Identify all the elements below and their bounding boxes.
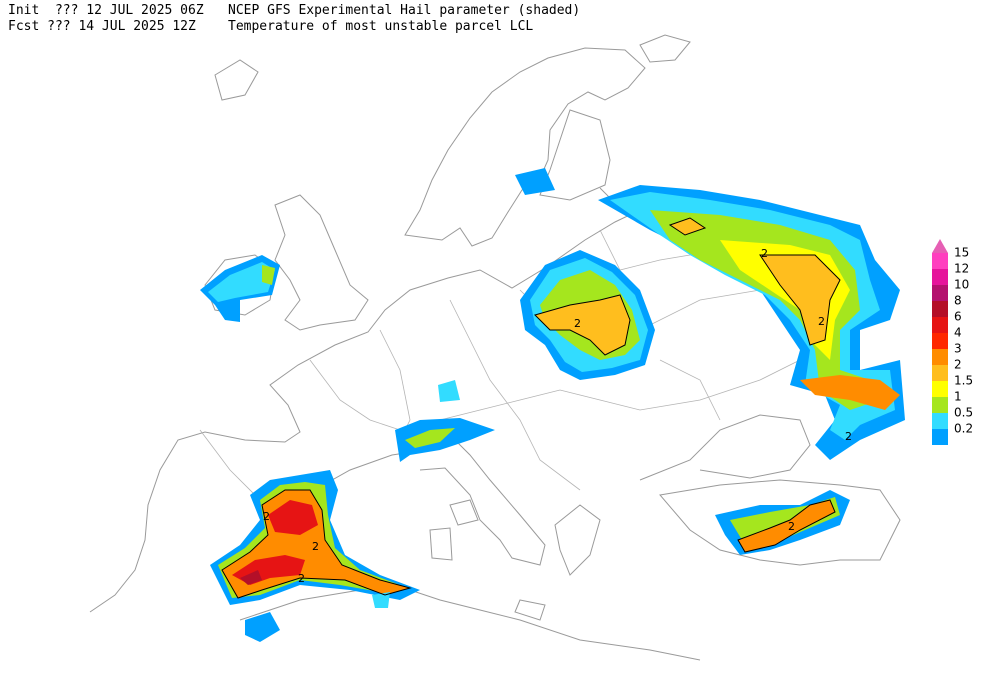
contour-label: 2 [574, 317, 581, 330]
contour-label: 2 [761, 247, 768, 260]
legend-swatch [932, 301, 948, 317]
legend-swatch [932, 317, 948, 333]
legend-swatch [932, 333, 948, 349]
legend-label: 6 [954, 310, 962, 324]
legend-label: 2 [954, 358, 962, 372]
legend-swatch [932, 269, 948, 285]
title: NCEP GFS Experimental Hail parameter (sh… [228, 3, 580, 18]
init-line: Init ??? 12 JUL 2025 06Z [8, 3, 204, 18]
contour-label: 2 [788, 520, 795, 533]
legend-label: 10 [954, 278, 969, 292]
legend-label: 8 [954, 294, 962, 308]
legend-swatch [932, 365, 948, 381]
contour-label: 2 [312, 540, 319, 553]
legend-label: 0.5 [954, 406, 973, 420]
legend-swatch [932, 397, 948, 413]
legend-label: 1 [954, 390, 962, 404]
legend-swatch [932, 381, 948, 397]
fcst-line: Fcst ??? 14 JUL 2025 12Z [8, 19, 196, 34]
legend-label: 12 [954, 262, 969, 276]
hail-shading [200, 168, 905, 642]
contour-label: 2 [263, 510, 270, 523]
legend: 15 12 10 8 6 4 3 2 1.5 1 0.5 0.2 [932, 239, 973, 445]
legend-label: 3 [954, 342, 962, 356]
legend-swatch [932, 429, 948, 445]
contour-labels: 2 2 2 2 2 2 2 2 [263, 247, 852, 585]
subtitle: Temperature of most unstable parcel LCL [228, 19, 533, 34]
legend-label: 1.5 [954, 374, 973, 388]
legend-swatch [932, 413, 948, 429]
legend-swatch [932, 253, 948, 269]
legend-arrow [932, 239, 948, 253]
legend-swatch [932, 349, 948, 365]
legend-swatch [932, 285, 948, 301]
contour-label: 2 [818, 315, 825, 328]
coastlines [89, 34, 901, 661]
legend-label: 0.2 [954, 422, 973, 436]
contour-label: 2 [298, 572, 305, 585]
legend-label: 15 [954, 246, 969, 260]
contour-label: 2 [845, 430, 852, 443]
legend-label: 4 [954, 326, 962, 340]
